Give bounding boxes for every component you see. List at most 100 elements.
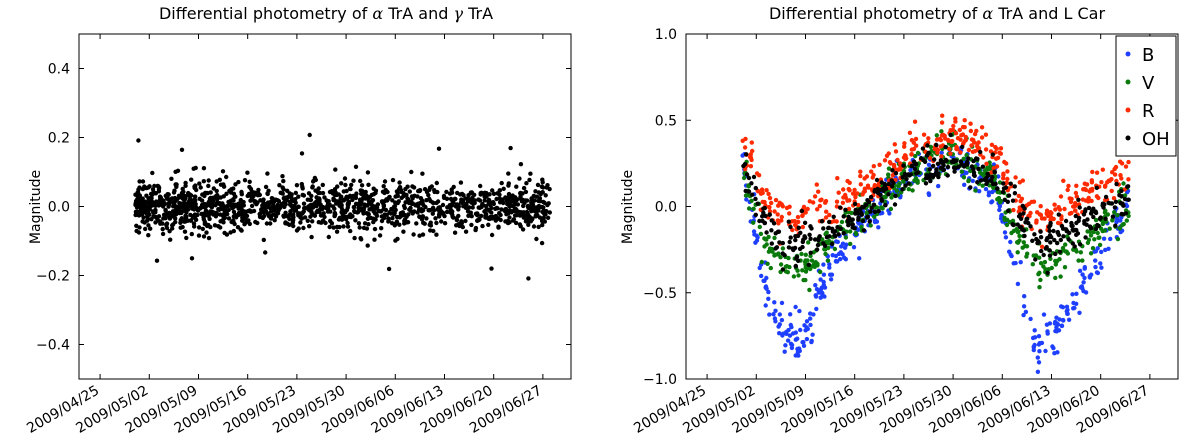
data-point: [891, 180, 896, 185]
data-point: [1100, 167, 1106, 172]
data-point: [306, 207, 312, 212]
data-point: [346, 201, 351, 206]
data-point: [997, 207, 1002, 213]
data-point: [868, 223, 873, 228]
data-point: [1110, 214, 1116, 219]
data-point: [436, 212, 442, 217]
data-point: [1080, 258, 1085, 263]
data-point: [366, 222, 371, 227]
data-point: [906, 181, 911, 186]
data-point: [939, 154, 944, 159]
data-point: [991, 166, 996, 171]
data-point: [1076, 258, 1081, 263]
data-point: [467, 205, 472, 210]
data-point: [398, 211, 404, 216]
data-point: [342, 214, 347, 220]
data-point: [986, 190, 992, 195]
data-point: [1112, 172, 1118, 177]
data-point: [1038, 204, 1043, 209]
data-point: [868, 194, 874, 200]
data-point: [1080, 197, 1086, 202]
data-point: [981, 155, 986, 160]
data-point: [167, 229, 172, 234]
data-point: [872, 189, 877, 194]
data-point: [375, 202, 381, 207]
data-point: [1053, 275, 1058, 281]
data-point: [440, 211, 445, 216]
data-point: [796, 346, 802, 351]
data-point: [764, 188, 769, 193]
data-point: [379, 199, 385, 204]
data-point: [500, 197, 505, 202]
data-point: [824, 209, 829, 214]
data-point: [407, 189, 412, 194]
data-point: [339, 210, 344, 215]
data-point: [820, 237, 825, 242]
data-point: [528, 171, 533, 176]
data-point: [1089, 272, 1094, 277]
data-point: [1017, 233, 1022, 239]
data-point: [788, 322, 793, 328]
data-point: [333, 212, 338, 217]
data-point: [770, 249, 775, 254]
data-point: [785, 338, 791, 343]
data-point: [983, 147, 989, 152]
data-point: [362, 202, 367, 207]
data-point: [795, 350, 801, 355]
data-point: [301, 193, 307, 198]
data-point: [842, 255, 847, 260]
data-point: [748, 164, 754, 169]
data-point: [174, 211, 179, 216]
data-point: [1121, 181, 1126, 186]
y-tick-label: 0.4: [48, 62, 70, 78]
data-point: [1059, 216, 1064, 222]
data-point: [1097, 216, 1103, 221]
data-point: [372, 226, 378, 232]
data-point: [518, 194, 523, 199]
data-point: [352, 235, 357, 241]
data-point: [353, 218, 358, 223]
data-point: [853, 231, 859, 237]
data-point: [371, 209, 376, 214]
data-point: [1002, 197, 1007, 202]
data-point: [1035, 369, 1041, 374]
data-point: [516, 209, 521, 214]
y-tick-label: −1.0: [643, 372, 677, 388]
data-point: [493, 214, 499, 219]
data-point: [880, 210, 885, 216]
data-point: [750, 148, 755, 154]
data-point: [310, 202, 315, 207]
data-point: [523, 189, 529, 195]
data-point: [449, 187, 454, 192]
data-point: [786, 245, 792, 250]
data-point: [504, 212, 509, 217]
data-point: [1077, 205, 1082, 210]
data-point: [872, 209, 877, 214]
data-point: [352, 209, 357, 215]
data-point: [968, 121, 973, 126]
data-point: [308, 214, 313, 219]
data-point: [973, 156, 979, 161]
data-point: [934, 133, 939, 138]
data-point: [349, 182, 354, 188]
data-point: [299, 151, 305, 156]
data-point: [886, 192, 891, 197]
data-point: [886, 181, 891, 187]
data-point: [149, 199, 154, 204]
data-point: [775, 218, 781, 223]
data-point: [866, 199, 872, 205]
data-point: [1124, 203, 1130, 209]
data-point: [827, 219, 832, 225]
data-point: [206, 222, 211, 228]
data-point: [909, 163, 914, 169]
data-point: [501, 186, 506, 191]
data-point: [757, 218, 762, 224]
data-point: [789, 345, 795, 351]
data-point: [1086, 199, 1091, 204]
data-point: [379, 218, 385, 224]
data-point: [525, 214, 530, 219]
data-point: [296, 204, 301, 209]
data-point: [156, 184, 161, 189]
data-point: [801, 340, 806, 345]
legend-label: B: [1142, 45, 1154, 66]
